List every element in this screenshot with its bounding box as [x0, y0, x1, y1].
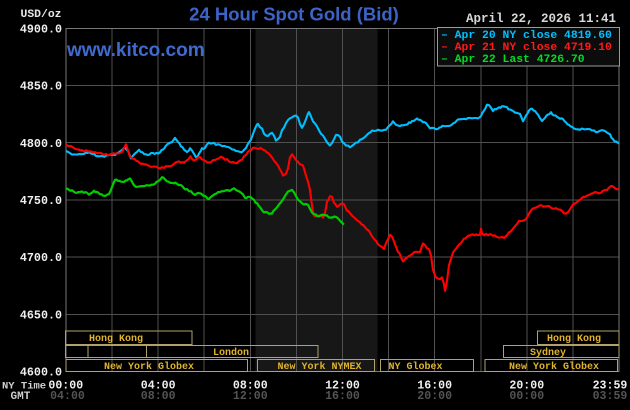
- svg-text:GMT: GMT: [11, 391, 31, 403]
- svg-text:– Apr 21 NY close 4719.10: – Apr 21 NY close 4719.10: [441, 42, 612, 54]
- svg-text:24 Hour Spot Gold (Bid): 24 Hour Spot Gold (Bid): [189, 4, 399, 25]
- svg-text:04:00: 04:00: [141, 379, 176, 392]
- svg-text:New York Globex: New York Globex: [104, 361, 194, 373]
- svg-text:USD/oz: USD/oz: [20, 9, 61, 21]
- svg-text:New York Globex: New York Globex: [509, 361, 599, 373]
- svg-text:20:00: 20:00: [417, 390, 452, 403]
- svg-text:00:00: 00:00: [509, 390, 544, 403]
- svg-text:Hong Kong: Hong Kong: [89, 334, 143, 345]
- svg-text:20:00: 20:00: [509, 379, 544, 392]
- svg-text:4750.0: 4750.0: [20, 194, 62, 208]
- svg-text:4850.0: 4850.0: [20, 80, 62, 94]
- svg-text:00:00: 00:00: [48, 379, 83, 392]
- svg-text:03:59: 03:59: [593, 390, 628, 403]
- svg-text:Sydney: Sydney: [530, 347, 566, 359]
- svg-text:4650.0: 4650.0: [20, 308, 62, 322]
- svg-text:23:59: 23:59: [593, 379, 628, 392]
- svg-text:London: London: [213, 347, 249, 359]
- svg-text:4700.0: 4700.0: [20, 251, 62, 265]
- svg-text:New York NYMEX: New York NYMEX: [277, 361, 361, 373]
- svg-text:April 22, 2026 11:41: April 22, 2026 11:41: [466, 12, 616, 26]
- svg-text:4800.0: 4800.0: [20, 137, 62, 151]
- svg-text:08:00: 08:00: [141, 390, 176, 403]
- svg-text:– Apr 20 NY close 4819.60: – Apr 20 NY close 4819.60: [441, 30, 612, 42]
- svg-text:NY Time: NY Time: [2, 380, 46, 392]
- svg-text:4900.0: 4900.0: [20, 22, 62, 36]
- svg-text:Hong Kong: Hong Kong: [547, 334, 601, 345]
- svg-text:NY Globex: NY Globex: [388, 361, 442, 373]
- svg-text:08:00: 08:00: [233, 379, 268, 392]
- svg-text:4600.0: 4600.0: [20, 366, 62, 380]
- svg-text:16:00: 16:00: [417, 379, 452, 392]
- svg-text:04:00: 04:00: [50, 390, 85, 403]
- svg-text:16:00: 16:00: [325, 390, 360, 403]
- svg-text:www.kitco.com: www.kitco.com: [66, 40, 205, 61]
- svg-text:12:00: 12:00: [325, 379, 360, 392]
- svg-text:– Apr 22 Last 4726.70: – Apr 22 Last 4726.70: [441, 54, 585, 66]
- svg-text:12:00: 12:00: [233, 390, 268, 403]
